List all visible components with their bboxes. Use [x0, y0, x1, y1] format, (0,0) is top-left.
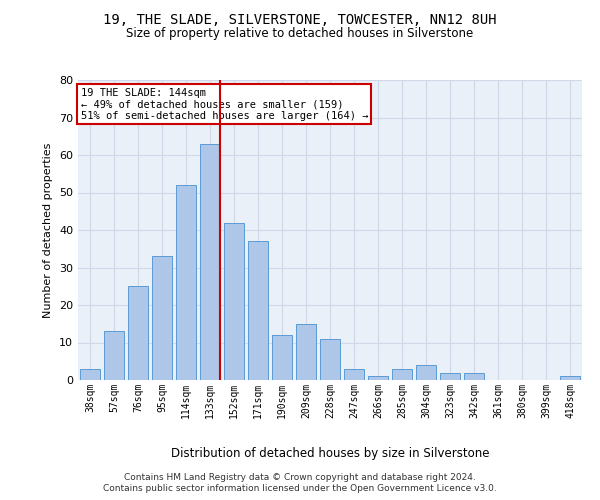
Bar: [560, 376, 580, 380]
Bar: [152, 256, 172, 380]
Text: Distribution of detached houses by size in Silverstone: Distribution of detached houses by size …: [171, 448, 489, 460]
Text: 19 THE SLADE: 144sqm
← 49% of detached houses are smaller (159)
51% of semi-deta: 19 THE SLADE: 144sqm ← 49% of detached h…: [80, 88, 368, 120]
Text: Contains public sector information licensed under the Open Government Licence v3: Contains public sector information licen…: [103, 484, 497, 493]
Bar: [200, 144, 220, 380]
Bar: [344, 369, 364, 380]
Bar: [440, 372, 460, 380]
Bar: [272, 335, 292, 380]
Bar: [176, 185, 196, 380]
Y-axis label: Number of detached properties: Number of detached properties: [43, 142, 53, 318]
Bar: [296, 324, 316, 380]
Bar: [104, 331, 124, 380]
Bar: [416, 365, 436, 380]
Bar: [464, 372, 484, 380]
Bar: [392, 369, 412, 380]
Text: Contains HM Land Registry data © Crown copyright and database right 2024.: Contains HM Land Registry data © Crown c…: [124, 472, 476, 482]
Bar: [128, 286, 148, 380]
Bar: [224, 222, 244, 380]
Bar: [368, 376, 388, 380]
Bar: [80, 369, 100, 380]
Text: Size of property relative to detached houses in Silverstone: Size of property relative to detached ho…: [127, 28, 473, 40]
Bar: [320, 339, 340, 380]
Bar: [248, 242, 268, 380]
Text: 19, THE SLADE, SILVERSTONE, TOWCESTER, NN12 8UH: 19, THE SLADE, SILVERSTONE, TOWCESTER, N…: [103, 12, 497, 26]
